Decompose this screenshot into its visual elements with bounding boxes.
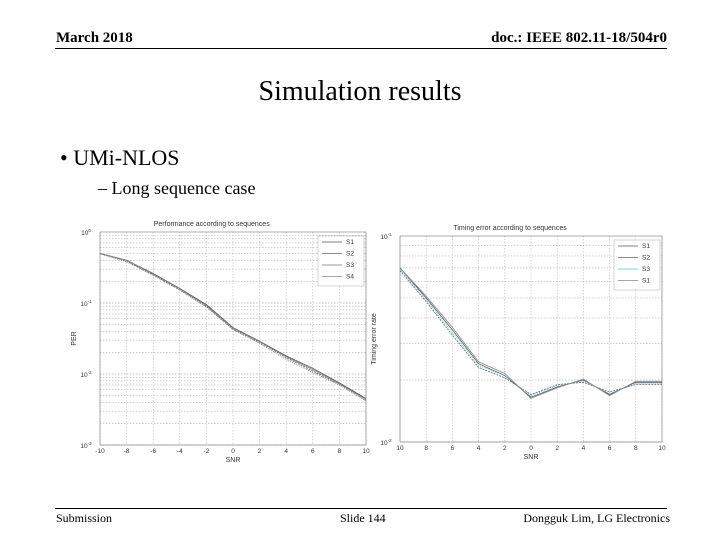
x-tick-label: 0 — [529, 445, 533, 452]
legend-label: S1 — [642, 243, 650, 250]
y-axis-label: Timing error rate — [371, 313, 378, 365]
x-tick-label: 2 — [258, 448, 262, 455]
y-axis-label: PER — [71, 331, 78, 345]
x-tick-label: 2 — [555, 445, 559, 452]
x-tick-label: 6 — [451, 445, 455, 452]
footer-submission: Submission — [56, 511, 113, 525]
plot-frame — [99, 231, 367, 446]
bullet-text: UMi-NLOS — [73, 145, 180, 170]
y-tick-label: 10-1 — [80, 299, 92, 308]
header-date: March 2018 — [56, 30, 133, 46]
x-tick-label: 10 — [658, 445, 666, 452]
y-tick-label: 10-3 — [80, 441, 92, 450]
legend-box — [613, 239, 661, 291]
x-axis-label: SNR — [226, 457, 241, 464]
series-line — [99, 253, 367, 402]
plot-frame — [399, 235, 663, 443]
legend-box — [317, 235, 365, 287]
x-tick-label: 10 — [362, 448, 370, 455]
x-tick-label: -6 — [150, 448, 156, 455]
timing-error-chart: Timing error according to sequences 10 8 6 4… — [371, 225, 666, 461]
chart-title: Performance according to sequences — [154, 221, 270, 228]
x-tick-label: 10 — [396, 445, 404, 452]
legend-label: S1 — [346, 239, 354, 246]
legend-label: S3 — [346, 262, 354, 269]
x-tick-label: 4 — [477, 445, 481, 452]
x-tick-label: -8 — [124, 448, 130, 455]
footer-slide-number: Slide 144 — [340, 511, 386, 525]
x-tick-label: -4 — [177, 448, 183, 455]
series-line — [99, 253, 367, 401]
legend-label: S4 — [346, 274, 354, 281]
series-line — [399, 268, 662, 397]
x-tick-label: 8 — [634, 445, 638, 452]
series-line — [399, 267, 662, 399]
x-tick-label: 8 — [424, 445, 428, 452]
x-tick-label: 4 — [582, 445, 586, 452]
x-tick-label: 6 — [311, 448, 315, 455]
x-tick-label: 0 — [231, 448, 235, 455]
y-tick-label: 10-1 — [380, 232, 392, 241]
y-tick-label: 10-2 — [380, 438, 392, 447]
legend-label: S3 — [642, 266, 650, 273]
y-tick-label: 10-2 — [80, 370, 92, 379]
sub-bullet-item: – Long sequence case — [98, 178, 256, 198]
x-tick-label: -10 — [95, 448, 105, 455]
footer-divider — [55, 508, 667, 509]
sub-bullet-text: Long sequence case — [111, 178, 256, 198]
x-tick-label: 2 — [503, 445, 507, 452]
x-tick-label: 8 — [338, 448, 342, 455]
header-divider — [55, 48, 667, 49]
legend-label: S1 — [642, 278, 650, 285]
header-doc-id: doc.: IEEE 802.11-18/504r0 — [491, 30, 667, 46]
series-line — [399, 270, 662, 395]
x-axis-label: SNR — [524, 454, 539, 461]
chart-title: Timing error according to sequences — [453, 225, 567, 232]
legend-label: S2 — [642, 255, 650, 262]
per-chart: Performance according to sequences -10 -8 -… — [71, 221, 370, 464]
slide-title: Simulation results — [258, 76, 462, 107]
x-tick-label: 4 — [284, 448, 288, 455]
x-tick-label: -2 — [204, 448, 210, 455]
legend-label: S2 — [346, 251, 354, 258]
y-tick-label: 100 — [81, 228, 91, 237]
x-tick-label: 6 — [608, 445, 612, 452]
series-line — [99, 253, 367, 400]
footer-author: Dongguk Lim, LG Electronics — [523, 511, 670, 525]
bullet-item: • UMi-NLOS — [60, 145, 180, 170]
